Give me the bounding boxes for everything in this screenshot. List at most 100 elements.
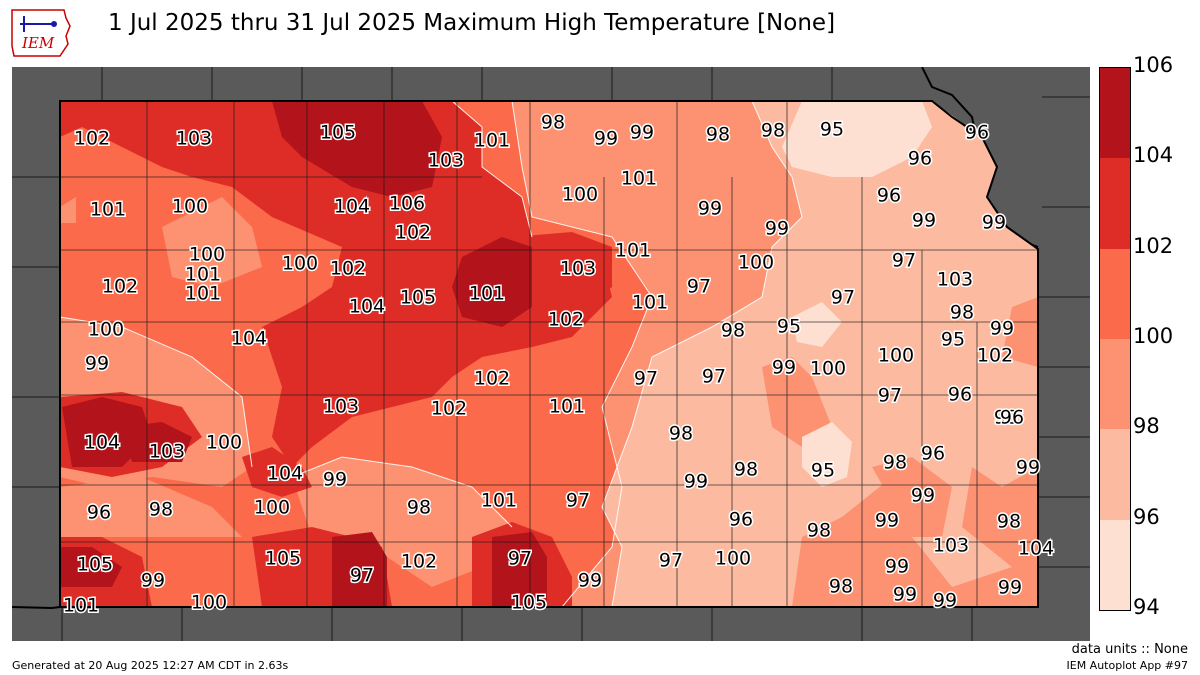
- station-value-label: 101: [185, 264, 221, 286]
- station-value-label: 99: [772, 357, 796, 379]
- station-value-label: 96: [87, 502, 111, 524]
- logo-text: IEM: [21, 34, 55, 52]
- station-value-label: 101: [469, 283, 505, 305]
- station-value-label: 102: [330, 258, 366, 280]
- station-value-label: 97: [831, 287, 855, 309]
- station-value-label: 98: [883, 452, 907, 474]
- station-value-label: 99: [911, 485, 935, 507]
- station-value-label: 96: [908, 148, 932, 170]
- station-value-label: 101: [621, 168, 657, 190]
- station-value-label: 99: [982, 212, 1006, 234]
- station-value-label: 97: [508, 548, 532, 570]
- colorbar: [1099, 67, 1131, 611]
- station-value-label: 104: [84, 432, 120, 454]
- station-value-label: 99: [698, 198, 722, 220]
- colorbar-tick-label: 96: [1133, 504, 1160, 529]
- station-value-label: 100: [88, 319, 124, 341]
- station-value-label: 99: [594, 128, 618, 150]
- station-value-label: 97: [350, 565, 374, 587]
- station-value-label: 95: [820, 119, 844, 141]
- station-value-label: 99: [875, 510, 899, 532]
- station-value-label: 100: [191, 592, 227, 614]
- colorbar-bin: [1100, 519, 1130, 610]
- station-value-label: 95: [811, 460, 835, 482]
- station-value-label: 101: [185, 283, 221, 305]
- station-value-label: 101: [474, 130, 510, 152]
- station-value-label: 103: [323, 396, 359, 418]
- station-value-label: 104: [1018, 538, 1054, 560]
- station-value-label: 100: [715, 548, 751, 570]
- station-value-label: 99: [765, 218, 789, 240]
- colorbar-bin: [1100, 68, 1130, 159]
- station-value-label: 102: [431, 398, 467, 420]
- station-value-label: 99: [578, 570, 602, 592]
- station-value-label: 98: [994, 407, 1018, 429]
- station-value-label: 100: [810, 358, 846, 380]
- colorbar-tick-label: 94: [1133, 595, 1160, 619]
- station-value-label: 97: [634, 368, 658, 390]
- station-value-label: 104: [334, 196, 370, 218]
- station-value-label: 102: [102, 276, 138, 298]
- station-value-label: 98: [541, 112, 565, 134]
- station-value-label: 100: [254, 497, 290, 519]
- station-value-label: 100: [282, 253, 318, 275]
- station-value-label: 100: [878, 345, 914, 367]
- station-value-label: 100: [172, 196, 208, 218]
- station-value-label: 105: [265, 548, 301, 570]
- station-value-label: 100: [206, 432, 242, 454]
- station-value-label: 99: [85, 353, 109, 375]
- station-value-label: 103: [149, 441, 185, 463]
- station-value-label: 96: [948, 384, 972, 406]
- station-value-label: 100: [189, 244, 225, 266]
- colorbar-bin: [1100, 429, 1130, 520]
- station-value-label: 97: [892, 250, 916, 272]
- station-value-label: 95: [941, 329, 965, 351]
- station-value-label: 99: [893, 584, 917, 606]
- colorbar-tick-label: 106: [1133, 53, 1174, 77]
- station-value-label: 101: [63, 595, 99, 617]
- station-value-label: 96: [921, 443, 945, 465]
- station-value-label: 97: [702, 366, 726, 388]
- station-value-label: 103: [560, 258, 596, 280]
- colorbar-bin: [1100, 339, 1130, 430]
- station-value-label: 99: [684, 471, 708, 493]
- station-value-label: 104: [231, 328, 267, 350]
- station-value-label: 97: [878, 385, 902, 407]
- station-value-label: 98: [734, 459, 758, 481]
- colorbar-tick-label: 98: [1133, 414, 1160, 439]
- colorbar-bin: [1100, 158, 1130, 249]
- station-value-label: 103: [428, 150, 464, 172]
- station-value-label: 96: [877, 185, 901, 207]
- station-value-label: 99: [630, 122, 654, 144]
- station-value-label: 101: [615, 240, 651, 262]
- station-value-label: 98: [721, 320, 745, 342]
- station-value-label: 99: [990, 318, 1014, 340]
- station-value-label: 99: [323, 469, 347, 491]
- colorbar-bin: [1100, 248, 1130, 339]
- station-value-label: 105: [400, 287, 436, 309]
- station-value-label: 102: [74, 128, 110, 150]
- generated-label: Generated at 20 Aug 2025 12:27 AM CDT in…: [12, 659, 289, 672]
- station-value-label: 103: [937, 269, 973, 291]
- station-value-label: 98: [997, 511, 1021, 533]
- station-value-label: 98: [829, 576, 853, 598]
- station-value-label: 98: [807, 520, 831, 542]
- units-label: data units :: None: [1071, 642, 1188, 657]
- station-value-label: 99: [912, 210, 936, 232]
- station-value-label: 99: [141, 570, 165, 592]
- iem-logo: IEM: [8, 6, 72, 60]
- station-value-label: 104: [349, 296, 385, 318]
- station-value-label: 100: [562, 184, 598, 206]
- station-value-label: 98: [149, 499, 173, 521]
- station-value-label: 98: [669, 423, 693, 445]
- station-value-label: 101: [632, 292, 668, 314]
- station-value-label: 98: [407, 497, 431, 519]
- station-value-label: 96: [965, 122, 989, 144]
- station-value-label: 97: [659, 550, 683, 572]
- station-value-label: 98: [761, 120, 785, 142]
- temperature-map: 102 103 105 103 101 98 99 99 98 98 95 96 96 101 100 104…: [11, 66, 1090, 641]
- station-value-label: 105: [320, 122, 356, 144]
- station-value-label: 101: [90, 199, 126, 221]
- station-value-label: 105: [77, 554, 113, 576]
- station-value-label: 105: [511, 592, 547, 614]
